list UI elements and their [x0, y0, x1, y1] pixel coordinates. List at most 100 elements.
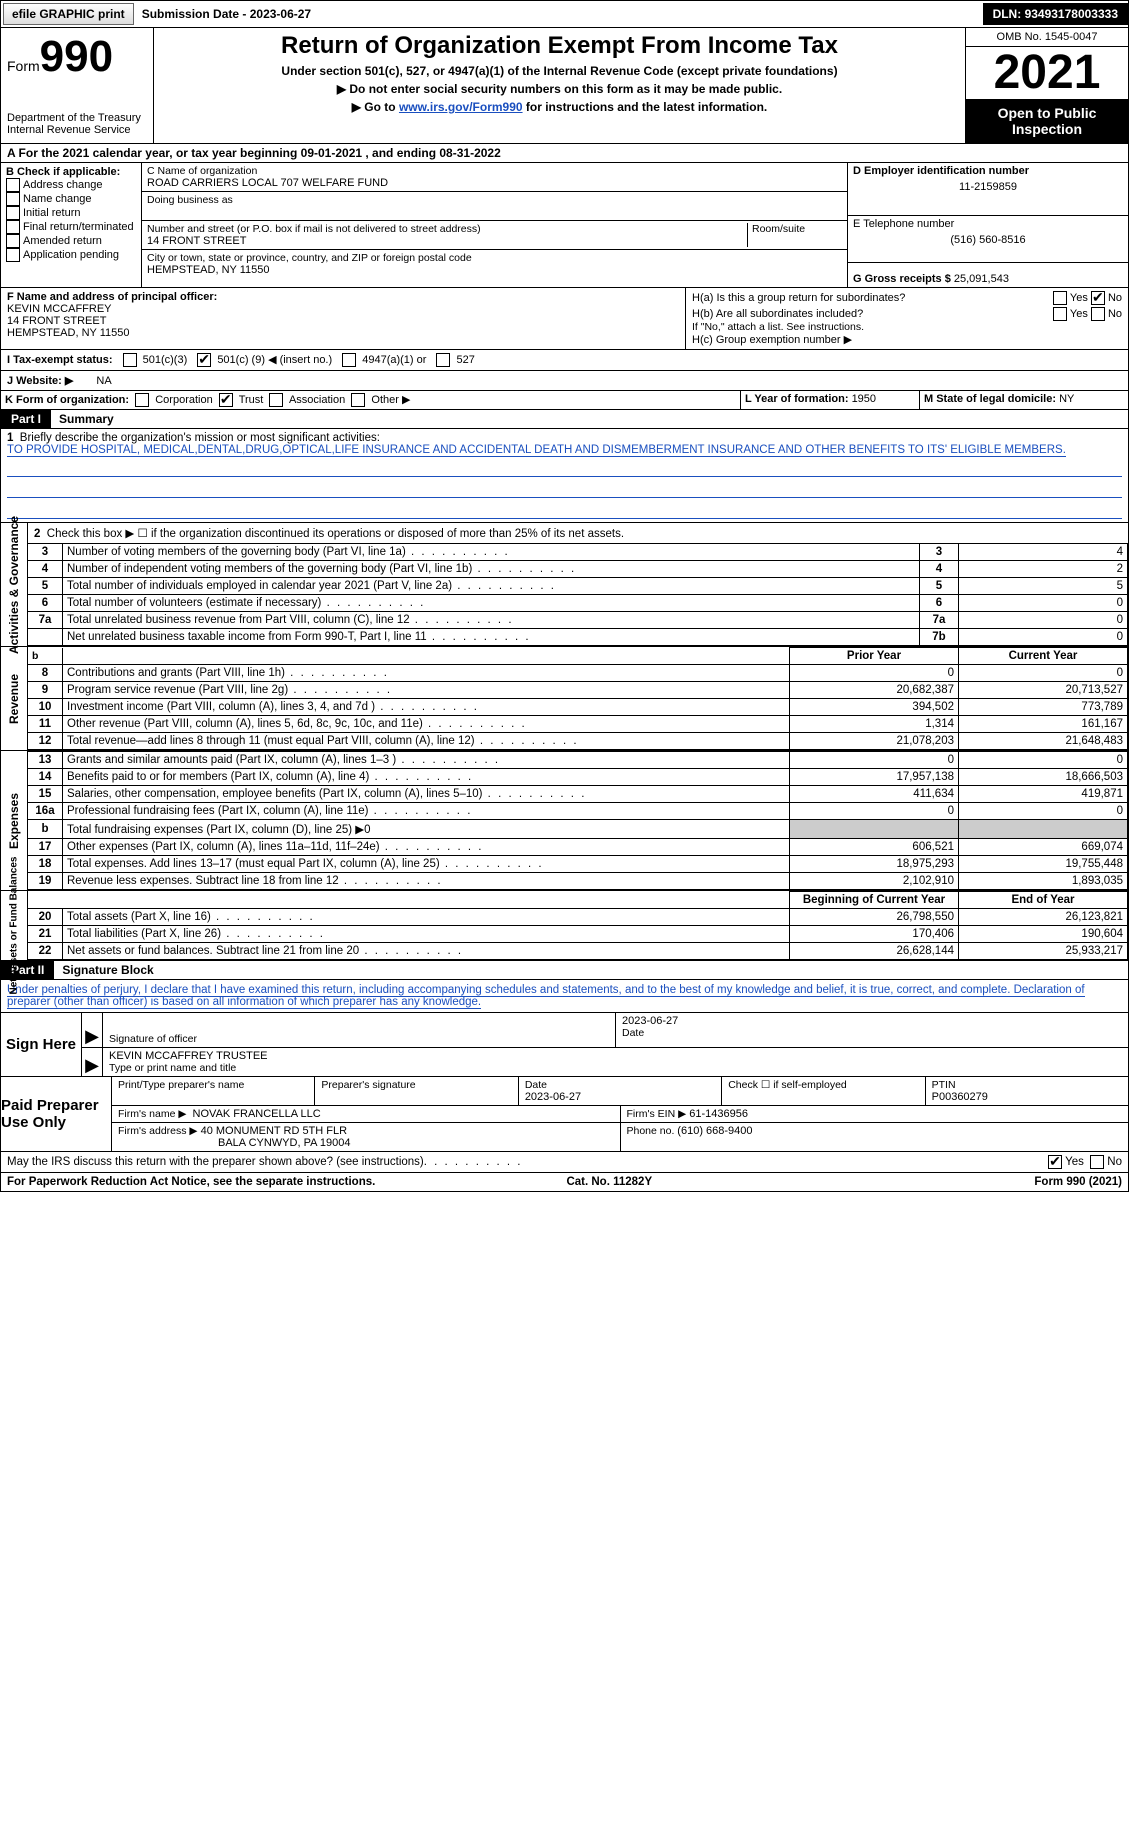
dln: DLN: 93493178003333 [983, 3, 1128, 25]
chk-amended-return[interactable] [6, 234, 20, 248]
table-row: 18 Total expenses. Add lines 13–17 (must… [28, 856, 1128, 873]
table-row: 6 Total number of volunteers (estimate i… [28, 595, 1128, 612]
revenue-table: b Prior Year Current Year 8 Contribution… [28, 647, 1128, 750]
sign-arrow-icon: ▶ [82, 1013, 103, 1048]
dept-irs: Internal Revenue Service [7, 124, 147, 136]
box-b-label: B Check if applicable: [6, 166, 120, 178]
room-label: Room/suite [752, 223, 805, 235]
city-label: City or town, state or province, country… [147, 252, 472, 264]
chk-501c3[interactable] [123, 353, 137, 367]
hb-note: If "No," attach a list. See instructions… [692, 321, 1122, 333]
part-ii-header: Part II Signature Block [0, 961, 1129, 980]
table-row: 20 Total assets (Part X, line 16) 26,798… [28, 909, 1128, 926]
signer-name: KEVIN MCCAFFREY TRUSTEE [109, 1050, 268, 1062]
dept-treasury: Department of the Treasury [7, 112, 147, 124]
firm-addr1: 40 MONUMENT RD 5TH FLR [201, 1125, 347, 1137]
chk-discuss-yes[interactable] [1048, 1155, 1062, 1169]
efile-print-button[interactable]: efile GRAPHIC print [3, 3, 134, 25]
mission-text: TO PROVIDE HOSPITAL, MEDICAL,DENTAL,DRUG… [7, 444, 1066, 457]
chk-4947[interactable] [342, 353, 356, 367]
row-klm: K Form of organization: Corporation Trus… [0, 391, 1129, 410]
open-to-public: Open to Public Inspection [966, 99, 1128, 143]
paid-preparer-block: Paid Preparer Use Only Print/Type prepar… [0, 1077, 1129, 1152]
sign-arrow-icon-2: ▶ [82, 1048, 103, 1076]
website-value: NA [96, 375, 111, 387]
chk-address-change[interactable] [6, 178, 20, 192]
chk-ha-yes[interactable] [1053, 291, 1067, 305]
line-2: 2 Check this box ▶ ☐ if the organization… [28, 523, 1128, 543]
chk-name-change[interactable] [6, 192, 20, 206]
officer-name: KEVIN MCCAFFREY [7, 303, 112, 315]
ag-section: Activities & Governance 2 Check this box… [0, 523, 1129, 647]
gross-receipts: 25,091,543 [954, 273, 1009, 285]
prep-date: 2023-06-27 [525, 1091, 581, 1103]
chk-application-pending[interactable] [6, 248, 20, 262]
form-title: Return of Organization Exempt From Incom… [160, 32, 959, 60]
row-i-status: I Tax-exempt status: 501(c)(3) 501(c) (9… [0, 350, 1129, 371]
hb-label: H(b) Are all subordinates included? [692, 308, 1053, 320]
chk-discuss-no[interactable] [1090, 1155, 1104, 1169]
table-row: 12 Total revenue—add lines 8 through 11 … [28, 733, 1128, 750]
table-row: 16a Professional fundraising fees (Part … [28, 803, 1128, 820]
signer-name-label: Type or print name and title [109, 1062, 236, 1074]
form-note-link: ▶ Go to www.irs.gov/Form990 for instruct… [160, 100, 959, 114]
chk-initial-return[interactable] [6, 206, 20, 220]
table-row: b Total fundraising expenses (Part IX, c… [28, 820, 1128, 839]
chk-ha-no[interactable] [1091, 291, 1105, 305]
gross-receipts-label: G Gross receipts $ [853, 273, 954, 285]
chk-other[interactable] [351, 393, 365, 407]
officer-city: HEMPSTEAD, NY 11550 [7, 327, 129, 339]
chk-corp[interactable] [135, 393, 149, 407]
chk-hb-yes[interactable] [1053, 307, 1067, 321]
ein-label: D Employer identification number [853, 165, 1029, 177]
table-row: 7a Total unrelated business revenue from… [28, 612, 1128, 629]
chk-hb-no[interactable] [1091, 307, 1105, 321]
chk-527[interactable] [436, 353, 450, 367]
table-row: 14 Benefits paid to or for members (Part… [28, 769, 1128, 786]
netassets-section: Net Assets or Fund Balances Beginning of… [0, 891, 1129, 961]
form-ref: Form 990 (2021) [1034, 1176, 1122, 1188]
org-street: 14 FRONT STREET [147, 235, 246, 247]
chk-trust[interactable] [219, 393, 233, 407]
topbar: efile GRAPHIC print Submission Date - 20… [0, 0, 1129, 28]
revenue-section: Revenue b Prior Year Current Year 8 Cont… [0, 647, 1129, 751]
table-row: 8 Contributions and grants (Part VIII, l… [28, 665, 1128, 682]
expenses-table: 13 Grants and similar amounts paid (Part… [28, 751, 1128, 890]
table-row: 22 Net assets or fund balances. Subtract… [28, 943, 1128, 960]
irs-link[interactable]: www.irs.gov/Form990 [399, 100, 523, 114]
expenses-section: Expenses 13 Grants and similar amounts p… [0, 751, 1129, 891]
table-row: 9 Program service revenue (Part VIII, li… [28, 682, 1128, 699]
ptin: P00360279 [932, 1091, 988, 1103]
org-name-label: C Name of organization [147, 165, 257, 177]
firm-phone: (610) 668-9400 [677, 1125, 752, 1137]
table-row: 11 Other revenue (Part VIII, column (A),… [28, 716, 1128, 733]
penalty-statement: Under penalties of perjury, I declare th… [0, 980, 1129, 1013]
form-subtitle: Under section 501(c), 527, or 4947(a)(1)… [160, 64, 959, 78]
officer-label: F Name and address of principal officer: [7, 291, 217, 303]
state-domicile: NY [1059, 393, 1074, 405]
row-j-website: J Website: ▶ NA [0, 371, 1129, 391]
phone-label: E Telephone number [853, 218, 954, 230]
chk-501c[interactable] [197, 353, 211, 367]
ein: 11-2159859 [853, 181, 1123, 193]
ag-table: 3 Number of voting members of the govern… [28, 543, 1128, 646]
table-row: 4 Number of independent voting members o… [28, 561, 1128, 578]
sign-date-label: Date [622, 1027, 644, 1039]
chk-final-return[interactable] [6, 220, 20, 234]
table-row: 15 Salaries, other compensation, employe… [28, 786, 1128, 803]
table-row: Net unrelated business taxable income fr… [28, 629, 1128, 646]
form-note-ssn: ▶ Do not enter social security numbers o… [160, 82, 959, 96]
sign-date: 2023-06-27 [622, 1015, 678, 1027]
officer-street: 14 FRONT STREET [7, 315, 106, 327]
table-row: 21 Total liabilities (Part X, line 26) 1… [28, 926, 1128, 943]
omb-number: OMB No. 1545-0047 [966, 28, 1128, 47]
chk-assoc[interactable] [269, 393, 283, 407]
table-row: 17 Other expenses (Part IX, column (A), … [28, 839, 1128, 856]
may-discuss-row: May the IRS discuss this return with the… [0, 1152, 1129, 1173]
self-employed-check[interactable]: Check ☐ if self-employed [728, 1079, 847, 1091]
table-row: 5 Total number of individuals employed i… [28, 578, 1128, 595]
tax-year: 2021 [966, 47, 1128, 99]
firm-ein: 61-1436956 [689, 1108, 748, 1120]
table-row: 3 Number of voting members of the govern… [28, 544, 1128, 561]
table-row: 10 Investment income (Part VIII, column … [28, 699, 1128, 716]
